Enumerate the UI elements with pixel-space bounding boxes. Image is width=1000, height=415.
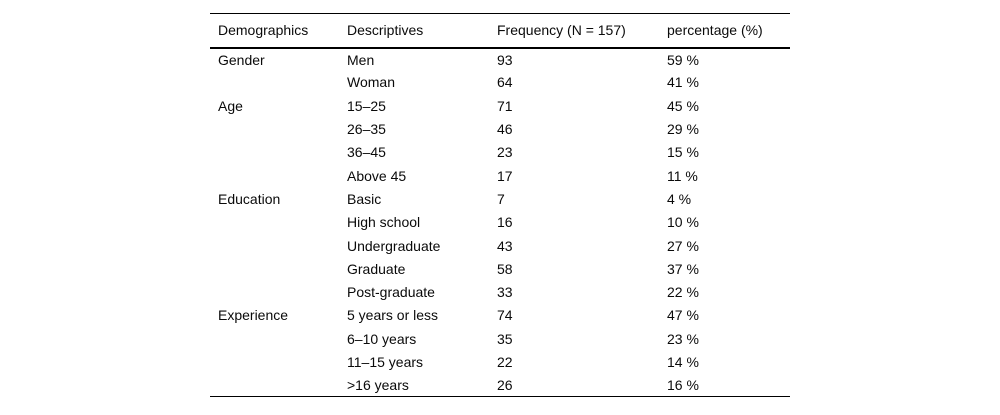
cell-descriptive: 36–45 — [347, 144, 386, 161]
cell-frequency: 23 — [497, 144, 513, 161]
column-header-descriptives: Descriptives — [347, 22, 424, 39]
cell-demographic-group — [210, 164, 347, 187]
cell-percentage: 15 % — [667, 144, 699, 161]
cell-demographic-group: Experience — [218, 307, 289, 324]
cell-demographic-group — [210, 211, 347, 234]
cell-frequency: 93 — [497, 51, 513, 68]
demographics-table: Demographics Descriptives Frequency (N =… — [210, 13, 790, 398]
table-row: Above 45 17 11 % — [210, 164, 790, 187]
cell-frequency: 64 — [497, 74, 513, 91]
cell-percentage: 10 % — [667, 214, 699, 231]
cell-percentage: 14 % — [667, 354, 699, 370]
cell-descriptive: Above 45 — [347, 167, 407, 184]
cell-demographic-group — [210, 257, 347, 280]
cell-descriptive: Undergraduate — [347, 237, 441, 254]
cell-percentage: 11 % — [667, 167, 698, 184]
cell-descriptive: 26–35 — [347, 121, 386, 138]
cell-frequency: 7 — [497, 190, 505, 207]
table-body: Gender Men 93 59 % Woman 64 41 % Age 15–25 71 45 %… — [210, 48, 790, 397]
cell-percentage: 22 % — [667, 284, 699, 301]
table-row: Undergraduate 43 27 % — [210, 234, 790, 257]
table-row: Age 15–25 71 45 % — [210, 94, 790, 117]
cell-demographic-group — [210, 374, 347, 397]
cell-demographic-group — [210, 117, 347, 140]
cell-descriptive: 5 years or less — [347, 307, 439, 324]
cell-demographic-group — [210, 71, 347, 94]
cell-demographic-group — [210, 141, 347, 164]
cell-percentage: 29 % — [667, 121, 699, 138]
cell-descriptive: Post-graduate — [347, 284, 435, 301]
cell-frequency: 17 — [497, 167, 513, 184]
cell-descriptive: 6–10 years — [347, 330, 417, 347]
column-header-frequency: Frequency (N = 157) — [497, 22, 626, 39]
table-row: Woman 64 41 % — [210, 71, 790, 94]
cell-frequency: 22 — [497, 354, 513, 370]
cell-percentage: 16 % — [667, 377, 699, 394]
table-row: Education Basic 7 4 % — [210, 187, 790, 210]
cell-frequency: 58 — [497, 260, 513, 277]
cell-descriptive: 15–25 — [347, 97, 386, 114]
cell-percentage: 23 % — [667, 330, 699, 347]
cell-frequency: 16 — [497, 214, 513, 231]
cell-percentage: 37 % — [667, 260, 699, 277]
table-row: Post-graduate 33 22 % — [210, 280, 790, 303]
cell-descriptive: Graduate — [347, 260, 406, 277]
cell-frequency: 33 — [497, 284, 513, 301]
cell-frequency: 26 — [497, 377, 513, 394]
table-row: Gender Men 93 59 % — [210, 48, 790, 71]
cell-demographic-group — [210, 234, 347, 257]
cell-descriptive: Men — [347, 51, 375, 68]
cell-percentage: 41 % — [667, 74, 699, 91]
cell-demographic-group — [210, 280, 347, 303]
table-header-row: Demographics Descriptives Frequency (N =… — [210, 14, 790, 48]
cell-demographic-group — [210, 350, 347, 373]
cell-frequency: 74 — [497, 307, 513, 324]
table-row: 6–10 years 35 23 % — [210, 327, 790, 350]
table-row: Experience 5 years or less 74 47 % — [210, 304, 790, 327]
cell-frequency: 43 — [497, 237, 513, 254]
cell-frequency: 46 — [497, 121, 513, 138]
table-header: Demographics Descriptives Frequency (N =… — [210, 14, 790, 48]
table-row: Graduate 58 37 % — [210, 257, 790, 280]
cell-percentage: 45 % — [667, 97, 699, 114]
cell-percentage: 47 % — [667, 307, 699, 324]
column-header-percentage: percentage (%) — [667, 22, 763, 39]
cell-percentage: 4 % — [667, 190, 692, 207]
table-row: 36–45 23 15 % — [210, 141, 790, 164]
column-header-demographics: Demographics — [218, 22, 309, 39]
cell-descriptive: >16 years — [347, 377, 409, 394]
cell-descriptive: Basic — [347, 190, 382, 207]
cell-demographic-group: Education — [218, 190, 281, 207]
table-row: >16 years 26 16 % — [210, 374, 790, 397]
cell-demographic-group: Gender — [218, 51, 265, 68]
cell-demographic-group — [210, 327, 347, 350]
cell-frequency: 71 — [497, 97, 513, 114]
cell-percentage: 27 % — [667, 237, 699, 254]
cell-descriptive: Woman — [347, 74, 395, 91]
cell-demographic-group: Age — [218, 97, 243, 114]
table-row: 11–15 years 22 14 % — [210, 350, 790, 373]
cell-percentage: 59 % — [667, 51, 699, 68]
cell-descriptive: 11–15 years — [347, 354, 424, 370]
cell-frequency: 35 — [497, 330, 513, 347]
table-row: 26–35 46 29 % — [210, 117, 790, 140]
table-row: High school 16 10 % — [210, 211, 790, 234]
cell-descriptive: High school — [347, 214, 421, 231]
